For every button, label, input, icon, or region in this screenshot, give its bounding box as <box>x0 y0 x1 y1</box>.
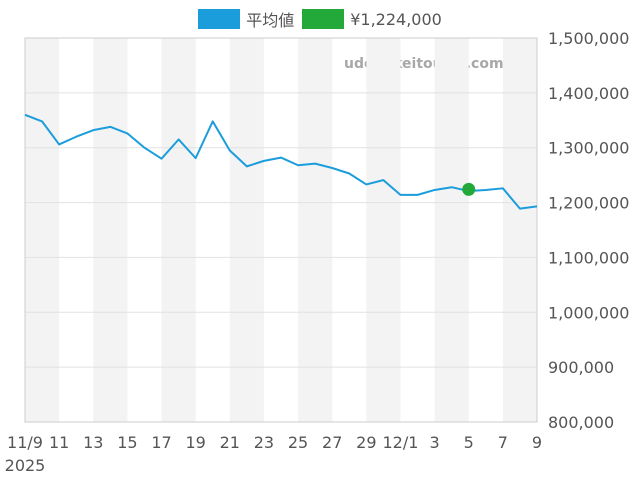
shaded-band <box>93 38 128 422</box>
x-tick-label: 5 <box>464 433 474 452</box>
shaded-band <box>161 38 196 422</box>
x-tick-label: 19 <box>185 433 205 452</box>
legend-swatch-price <box>302 9 345 29</box>
plot-border <box>24 37 538 423</box>
y-tick-label: 1,100,000 <box>548 248 629 267</box>
y-tick-label: 900,000 <box>548 358 614 377</box>
y-tick-label: 1,400,000 <box>548 84 629 103</box>
x-tick-label: 29 <box>356 433 376 452</box>
x-tick-label: 12/1 <box>382 433 418 452</box>
y-tick-label: 1,500,000 <box>548 29 629 48</box>
x-tick-sublabel: 2025 <box>5 456 46 475</box>
y-tick-label: 1,200,000 <box>548 194 629 213</box>
x-tick-label: 21 <box>220 433 240 452</box>
x-tick-label: 13 <box>83 433 103 452</box>
x-tick-label: 27 <box>322 433 342 452</box>
shaded-band <box>298 38 333 422</box>
x-tick-label: 9 <box>532 433 542 452</box>
x-tick-label: 7 <box>498 433 508 452</box>
shaded-band <box>434 38 469 422</box>
x-tick-label: 11 <box>49 433 69 452</box>
y-tick-label: 1,000,000 <box>548 303 629 322</box>
x-tick-label: 17 <box>151 433 171 452</box>
legend-item-average[interactable]: 平均値 <box>198 7 294 31</box>
x-tick-label: 25 <box>288 433 308 452</box>
x-tick-label: 3 <box>430 433 440 452</box>
x-tick-label: 11/9 <box>7 433 43 452</box>
y-tick-label: 1,300,000 <box>548 139 629 158</box>
shaded-band <box>366 38 401 422</box>
chart-legend: 平均値 ¥1,224,000 <box>0 7 640 31</box>
x-tick-label: 15 <box>117 433 137 452</box>
legend-item-price[interactable]: ¥1,224,000 <box>302 9 442 29</box>
legend-swatch-average <box>198 9 241 29</box>
series-line-average <box>24 113 538 210</box>
price-point-marker <box>462 182 476 196</box>
shaded-band <box>25 38 60 422</box>
x-tick-label: 23 <box>254 433 274 452</box>
legend-label-average: 平均値 <box>246 11 295 30</box>
shaded-band <box>502 38 537 422</box>
shaded-band <box>229 38 264 422</box>
legend-label-price: ¥1,224,000 <box>350 9 442 29</box>
y-tick-label: 800,000 <box>548 413 614 432</box>
